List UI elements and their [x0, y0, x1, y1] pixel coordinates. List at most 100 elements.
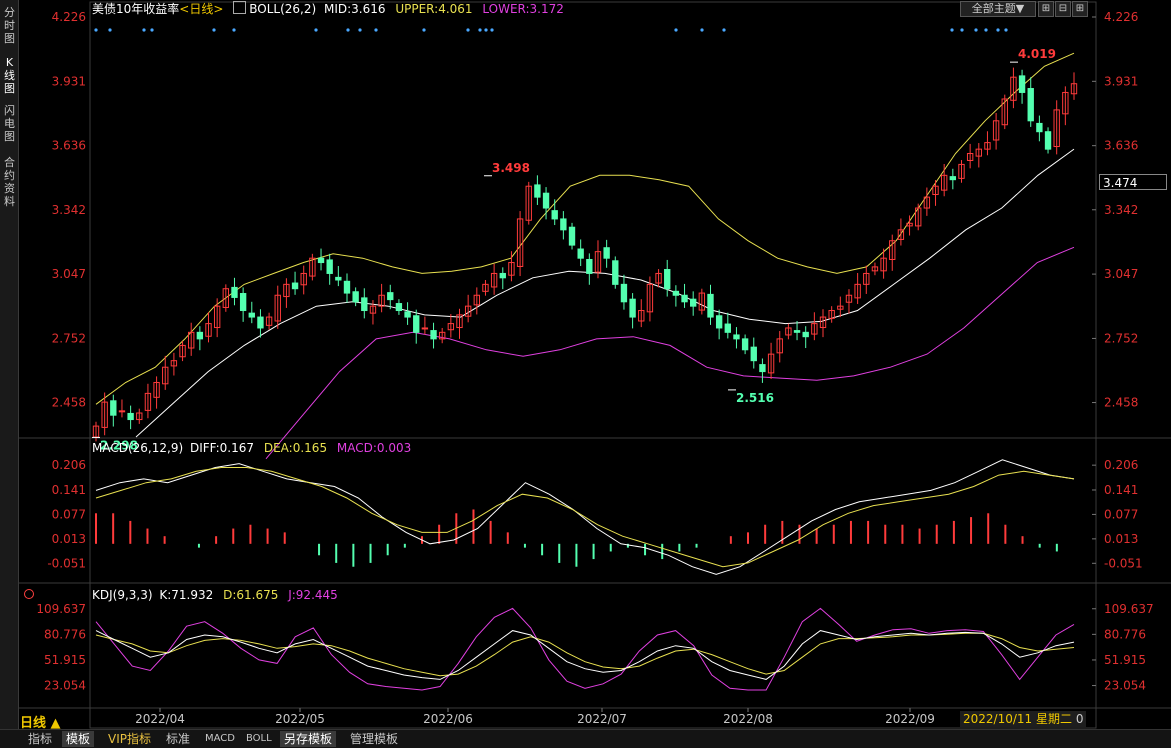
- candle-body: [499, 272, 506, 279]
- tab-intraday[interactable]: 分时图: [4, 6, 15, 45]
- period-selector[interactable]: 日线 ▲: [20, 716, 61, 731]
- boll-bands: [95, 52, 1075, 460]
- kdj-label: KDJ(9,3,3): [92, 588, 153, 602]
- kdj-settings-icon[interactable]: [24, 589, 34, 599]
- candle-body: [1044, 131, 1052, 150]
- annotation-label: 3.498: [492, 161, 530, 175]
- kdj-tick-right: 109.637: [1104, 602, 1154, 616]
- tab-kline[interactable]: K线图: [4, 56, 15, 95]
- tab-save-template[interactable]: 另存模板: [280, 731, 337, 747]
- macd-tick-left: 0.206: [52, 458, 86, 472]
- candle-body: [222, 288, 230, 308]
- boll-icon[interactable]: [233, 1, 247, 14]
- candlestick-series[interactable]: [92, 67, 1078, 442]
- event-dot: [490, 28, 494, 32]
- candle-body: [966, 153, 974, 161]
- candle-body: [603, 247, 610, 259]
- kdj-k: K:71.932: [159, 588, 214, 602]
- zoom-in-icon[interactable]: ⊞: [1072, 1, 1088, 17]
- tab-flash[interactable]: 闪电图: [4, 104, 15, 143]
- candle-body: [490, 272, 498, 288]
- candle-body: [205, 323, 212, 337]
- candle-body: [992, 120, 1000, 141]
- candle-body: [923, 196, 931, 209]
- annotation-label: 4.019: [1018, 47, 1056, 61]
- candle-body: [664, 269, 671, 290]
- candle-body: [162, 366, 169, 385]
- event-dot: [674, 28, 678, 32]
- tab-template[interactable]: 模板: [62, 731, 95, 747]
- macd-header: MACD(26,12,9) DIFF:0.167 DEA:0.165 MACD:…: [92, 440, 417, 456]
- candle-body: [577, 248, 584, 259]
- x-label: 2022/04: [135, 712, 185, 726]
- candle-body: [1070, 83, 1078, 95]
- kdj-header: KDJ(9,3,3) K:71.932 D:61.675 J:92.445: [92, 587, 344, 603]
- candle-body: [456, 314, 463, 329]
- event-dot: [1004, 28, 1008, 32]
- candle-body: [932, 185, 939, 196]
- candle-body: [1036, 122, 1043, 133]
- event-dot: [950, 28, 954, 32]
- macd-tick-left: 0.141: [52, 483, 86, 497]
- price-tick-right: 3.931: [1104, 74, 1138, 88]
- price-tick-right: 3.342: [1104, 203, 1138, 217]
- candle-body: [975, 148, 982, 157]
- cursor-value: 0: [1075, 712, 1084, 726]
- x-label: 2022/05: [275, 712, 325, 726]
- boll-upper-line: [95, 52, 1075, 405]
- tab-indicators[interactable]: 指标: [28, 732, 53, 746]
- theme-dropdown[interactable]: 全部主题▼: [960, 1, 1036, 17]
- x-label: 2022/06: [423, 712, 473, 726]
- price-tick-right: 2.458: [1104, 396, 1138, 410]
- outer-frame: [89, 1, 1097, 729]
- price-tick-left: 3.636: [52, 139, 86, 153]
- candle-body: [1001, 98, 1008, 126]
- candle-body: [1010, 76, 1017, 101]
- candle-body: [759, 364, 766, 373]
- candle-body: [326, 259, 333, 274]
- candle-body: [889, 240, 896, 260]
- event-dot: [466, 28, 470, 32]
- candle-body: [551, 210, 558, 220]
- candle-body: [274, 294, 281, 322]
- kdj-d-line: [95, 632, 1075, 677]
- kdj-tick-right: 80.776: [1104, 627, 1146, 641]
- boll-mid-line: [135, 148, 1075, 438]
- event-dot: [150, 28, 154, 32]
- zoom-out-icon[interactable]: ⊟: [1055, 1, 1071, 17]
- candle-body: [767, 353, 775, 374]
- tab-contract-info[interactable]: 合约资料: [4, 156, 15, 208]
- grid-icon[interactable]: ⊞: [1038, 1, 1054, 17]
- instrument-title: 美债10年收益率: [92, 2, 180, 16]
- candle-body: [525, 185, 532, 221]
- event-dot: [232, 28, 236, 32]
- tab-standard[interactable]: 标准: [166, 732, 191, 746]
- candle-body: [620, 283, 628, 303]
- candle-body: [447, 323, 455, 331]
- event-dot: [960, 28, 964, 32]
- tab-boll[interactable]: BOLL: [246, 733, 272, 744]
- event-dot: [478, 28, 482, 32]
- tab-manage-template[interactable]: 管理模板: [350, 732, 399, 746]
- candle-body: [309, 257, 316, 277]
- candle-body: [265, 316, 273, 326]
- candle-body: [785, 327, 792, 336]
- candle-body: [335, 276, 342, 281]
- time-axis: 2022/04 2022/05 2022/06 2022/07 2022/08 2022/…: [135, 708, 935, 726]
- candle-body: [110, 400, 117, 416]
- tab-vip-indicators[interactable]: VIP指标: [108, 732, 151, 746]
- candle-body: [387, 292, 394, 301]
- candle-body: [724, 323, 731, 333]
- price-tick-left: 3.047: [52, 267, 86, 281]
- kdj-tick-right: 51.915: [1104, 653, 1146, 667]
- candle-body: [542, 192, 550, 209]
- candle-body: [361, 297, 368, 312]
- tab-macd[interactable]: MACD: [205, 733, 235, 744]
- cursor-date-readout: 2022/10/11 星期二 0: [960, 711, 1087, 727]
- event-dot: [358, 28, 362, 32]
- candle-body: [188, 331, 195, 349]
- event-dot: [484, 28, 488, 32]
- event-dot: [984, 28, 988, 32]
- candle-body: [430, 330, 437, 340]
